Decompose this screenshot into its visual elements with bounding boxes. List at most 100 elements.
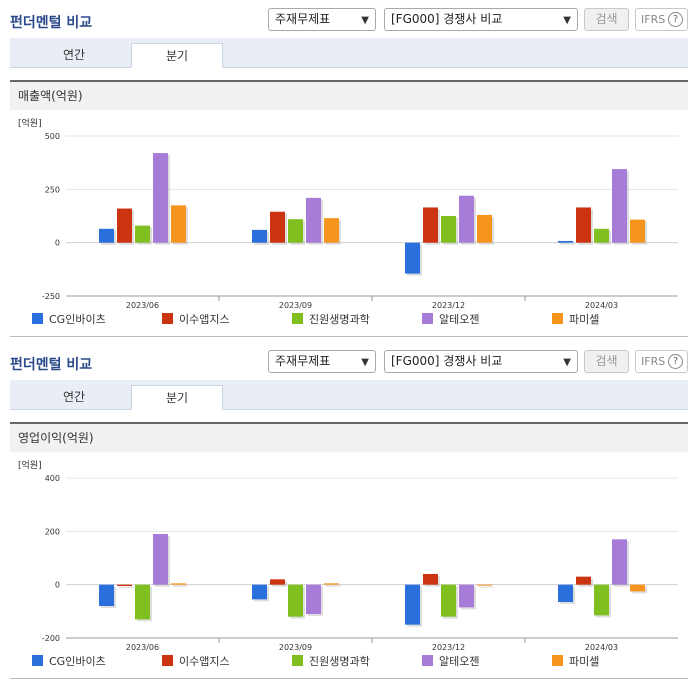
legend-swatch xyxy=(422,655,433,666)
comparison-select[interactable]: [FG000] 경쟁사 비교 ▼ xyxy=(384,350,578,373)
x-tick-label: 2023/12 xyxy=(432,301,465,310)
legend-label: 알테오젠 xyxy=(439,655,480,668)
legend-item[interactable]: 파미셀 xyxy=(552,312,599,328)
bar xyxy=(441,584,456,617)
bar xyxy=(171,583,186,585)
bar-shadow xyxy=(173,585,188,587)
bar xyxy=(288,219,303,243)
legend-swatch xyxy=(32,655,43,666)
comparison-select[interactable]: [FG000] 경쟁사 비교 ▼ xyxy=(384,8,578,31)
ifrs-help-button[interactable]: IFRS ? xyxy=(635,8,688,31)
tab-quarterly[interactable]: 분기 xyxy=(131,43,223,68)
legend-label: 진원생명과학 xyxy=(309,655,370,668)
y-tick-label: 500 xyxy=(45,132,60,141)
bar-shadow xyxy=(326,585,341,587)
x-tick-label: 2023/12 xyxy=(432,643,465,652)
chevron-down-icon: ▼ xyxy=(361,15,369,26)
bar xyxy=(558,240,573,243)
bar xyxy=(423,574,438,585)
statement-type-select[interactable]: 주재무제표 ▼ xyxy=(268,8,376,31)
y-tick-label: 0 xyxy=(55,239,60,248)
bar xyxy=(99,584,114,606)
bar xyxy=(576,576,591,585)
tab-annual[interactable]: 연간 xyxy=(62,48,86,62)
legend-label: 진원생명과학 xyxy=(309,313,370,326)
tab-quarterly[interactable]: 분기 xyxy=(131,385,223,410)
x-tick-label: 2024/03 xyxy=(585,301,618,310)
bar xyxy=(270,579,285,585)
bar xyxy=(324,583,339,585)
panel-header: 펀더멘털 비교 주재무제표 ▼ [FG000] 경쟁사 비교 ▼ 검색 IFRS… xyxy=(0,0,696,38)
legend-label: CG인바이츠 xyxy=(49,313,106,326)
legend-swatch xyxy=(552,313,563,324)
fundamental-panel-operating-profit: 펀더멘털 비교 주재무제표 ▼ [FG000] 경쟁사 비교 ▼ 검색 IFRS… xyxy=(0,342,696,684)
legend-swatch xyxy=(552,655,563,666)
y-tick-label: 400 xyxy=(45,474,60,483)
panel-title: 펀더멘털 비교 xyxy=(10,357,93,373)
bar xyxy=(153,534,168,585)
y-tick-label: -250 xyxy=(42,292,60,301)
divider xyxy=(10,336,688,337)
y-tick-label: 250 xyxy=(45,185,60,194)
legend-item[interactable]: CG인바이츠 xyxy=(32,312,106,328)
legend-item[interactable]: 이수앱지스 xyxy=(162,312,230,328)
y-unit-label: [억원] xyxy=(18,117,42,129)
bar-shadow xyxy=(479,586,494,588)
legend-item[interactable]: 알테오젠 xyxy=(422,654,479,670)
search-button[interactable]: 검색 xyxy=(584,350,629,373)
legend-swatch xyxy=(162,313,173,324)
legend-swatch xyxy=(162,655,173,666)
chart-legend: CG인바이츠 이수앱지스 진원생명과학 알테오젠 파미셀 xyxy=(0,654,696,672)
revenue-chart: [억원]500 250 0 -250 2023/06 2023/09 2023/12 2024… xyxy=(18,117,678,310)
legend-label: 이수앱지스 xyxy=(179,313,230,326)
bar-shadow xyxy=(119,586,134,588)
legend-item[interactable]: CG인바이츠 xyxy=(32,654,106,670)
section-title: 매출액(억원) xyxy=(10,80,688,110)
y-tick-label: -200 xyxy=(42,634,60,643)
bar xyxy=(117,208,132,243)
bar xyxy=(477,584,492,586)
chevron-down-icon: ▼ xyxy=(563,15,571,26)
bar xyxy=(576,207,591,243)
bar xyxy=(288,584,303,617)
bar xyxy=(252,584,267,600)
x-tick-label: 2023/09 xyxy=(279,301,312,310)
bar xyxy=(423,207,438,243)
bar xyxy=(252,229,267,243)
bar-shadow xyxy=(560,242,575,245)
chevron-down-icon: ▼ xyxy=(563,357,571,368)
question-icon: ? xyxy=(668,12,683,27)
legend-label: 알테오젠 xyxy=(439,313,480,326)
legend-item[interactable]: 파미셀 xyxy=(552,654,599,670)
x-tick-label: 2023/09 xyxy=(279,643,312,652)
bar xyxy=(306,197,321,243)
bar xyxy=(270,211,285,243)
legend-item[interactable]: 진원생명과학 xyxy=(292,312,370,328)
fundamental-panel-revenue: 펀더멘털 비교 주재무제표 ▼ [FG000] 경쟁사 비교 ▼ 검색 IFRS… xyxy=(0,0,696,337)
y-tick-label: 200 xyxy=(45,527,60,536)
bar xyxy=(441,216,456,243)
x-tick-label: 2023/06 xyxy=(126,301,159,310)
statement-type-select[interactable]: 주재무제표 ▼ xyxy=(268,350,376,373)
search-button[interactable]: 검색 xyxy=(584,8,629,31)
bar xyxy=(630,584,645,592)
x-tick-label: 2023/06 xyxy=(126,643,159,652)
comparison-value: [FG000] 경쟁사 비교 xyxy=(391,12,503,26)
tab-annual[interactable]: 연간 xyxy=(62,390,86,404)
bar xyxy=(135,225,150,243)
bar xyxy=(405,584,420,625)
section-title: 영업이익(억원) xyxy=(10,422,688,452)
bar xyxy=(306,584,321,614)
ifrs-help-button[interactable]: IFRS ? xyxy=(635,350,688,373)
legend-item[interactable]: 알테오젠 xyxy=(422,312,479,328)
legend-item[interactable]: 진원생명과학 xyxy=(292,654,370,670)
legend-swatch xyxy=(292,313,303,324)
comparison-value: [FG000] 경쟁사 비교 xyxy=(391,354,503,368)
statement-type-value: 주재무제표 xyxy=(275,12,331,26)
bar xyxy=(405,242,420,274)
bar xyxy=(135,584,150,620)
bar xyxy=(459,584,474,608)
legend-item[interactable]: 이수앱지스 xyxy=(162,654,230,670)
legend-swatch xyxy=(292,655,303,666)
bar xyxy=(594,584,609,616)
